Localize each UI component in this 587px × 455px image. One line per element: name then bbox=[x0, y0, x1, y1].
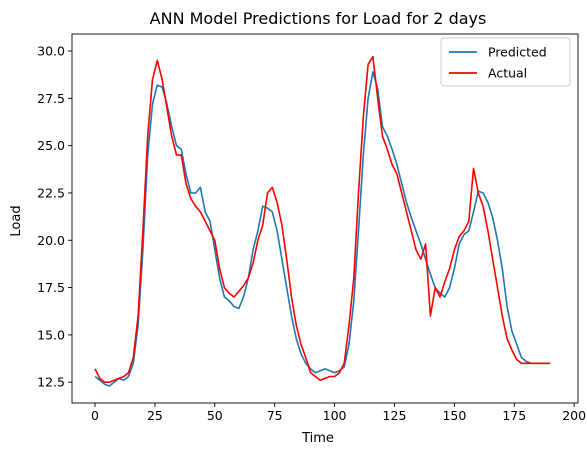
y-tick-label: 30.0 bbox=[37, 44, 65, 59]
x-tick-label: 200 bbox=[562, 408, 586, 423]
y-tick-label: 22.5 bbox=[37, 185, 65, 200]
plot-background bbox=[72, 34, 578, 403]
y-tick-label: 17.5 bbox=[37, 280, 65, 295]
x-tick-label: 25 bbox=[147, 408, 163, 423]
legend-label-actual: Actual bbox=[488, 66, 527, 81]
x-tick-label: 150 bbox=[442, 408, 466, 423]
y-tick-label: 25.0 bbox=[37, 138, 65, 153]
y-tick-label: 15.0 bbox=[37, 327, 65, 342]
x-tick-label: 125 bbox=[383, 408, 407, 423]
x-tick-label: 175 bbox=[502, 408, 526, 423]
chart-title: ANN Model Predictions for Load for 2 day… bbox=[150, 9, 487, 28]
plot-area bbox=[72, 34, 578, 403]
y-tick-label: 27.5 bbox=[37, 91, 65, 106]
x-tick-label: 75 bbox=[267, 408, 283, 423]
y-axis-label: Load bbox=[9, 205, 24, 236]
x-tick-label: 0 bbox=[91, 408, 99, 423]
x-tick-label: 100 bbox=[323, 408, 347, 423]
x-axis-label: Time bbox=[301, 431, 334, 446]
y-tick-label: 20.0 bbox=[37, 233, 65, 248]
legend: Predicted Actual bbox=[441, 38, 570, 86]
legend-label-predicted: Predicted bbox=[488, 45, 547, 60]
x-tick-label: 50 bbox=[207, 408, 223, 423]
y-tick-label: 12.5 bbox=[37, 375, 65, 390]
